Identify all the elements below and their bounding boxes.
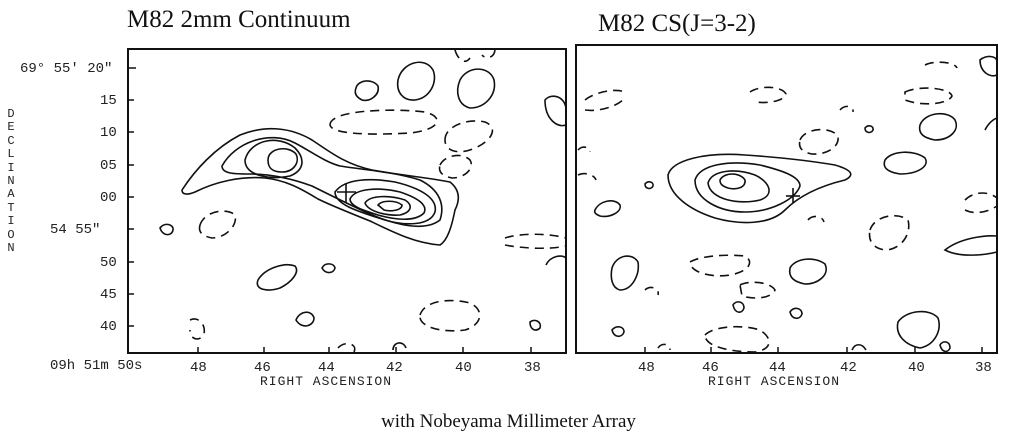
dec-tick-54-55: 54 55″ [50,222,101,238]
dec-tick-45: 45 [100,287,117,303]
left-contour-4 [267,147,426,221]
right-ra-tick-38: 38 [975,360,992,376]
right-ra-tick-48: 48 [638,360,655,376]
left-ra-axis-title: RIGHT ASCENSION [260,374,393,389]
left-map-frame [127,48,567,354]
dec-tick-10: 10 [100,125,117,141]
dec-tick-50: 50 [100,255,117,271]
right-ra-tick-42: 42 [840,360,857,376]
left-ra-tick-42: 42 [386,360,403,376]
left-ra-tick-46: 46 [254,360,271,376]
dec-tick-00: 00 [100,190,117,206]
declination-axis-title: DECLINATION [7,107,15,256]
right-contour-4 [719,173,746,190]
left-contour-outer [181,127,460,246]
figure-caption: with Nobeyama Millimeter Array [381,411,636,432]
left-contour-3 [244,139,436,225]
left-contour-2 [221,136,443,228]
left-ra-tick-48: 48 [190,360,207,376]
right-ra-tick-46: 46 [702,360,719,376]
left-contour-map [127,48,567,354]
right-tick-marks [644,347,983,353]
right-ra-tick-40: 40 [908,360,925,376]
left-tick-marks [128,67,532,353]
right-ra-tick-44: 44 [769,360,786,376]
dec-tick-20: 69° 55′ 20″ [20,61,113,77]
left-contour-peak [376,200,403,212]
dec-tick-15: 15 [100,93,117,109]
right-contour-2 [694,162,801,213]
ra-origin-tick: 09h 51m 50s [50,358,143,374]
right-panel-title: M82 CS(J=3-2) [598,10,756,37]
left-ra-tick-44: 44 [318,360,335,376]
dec-tick-40: 40 [100,319,117,335]
right-map-frame [575,44,998,354]
left-ra-tick-38: 38 [524,360,541,376]
left-ra-tick-40: 40 [455,360,472,376]
left-contour-5 [364,195,411,216]
right-ra-axis-title: RIGHT ASCENSION [708,374,841,389]
dec-tick-05: 05 [100,158,117,174]
right-contour-map [575,44,998,354]
right-contour-outer [667,153,852,224]
left-panel-title: M82 2mm Continuum [127,6,351,33]
right-contour-3 [707,170,770,203]
